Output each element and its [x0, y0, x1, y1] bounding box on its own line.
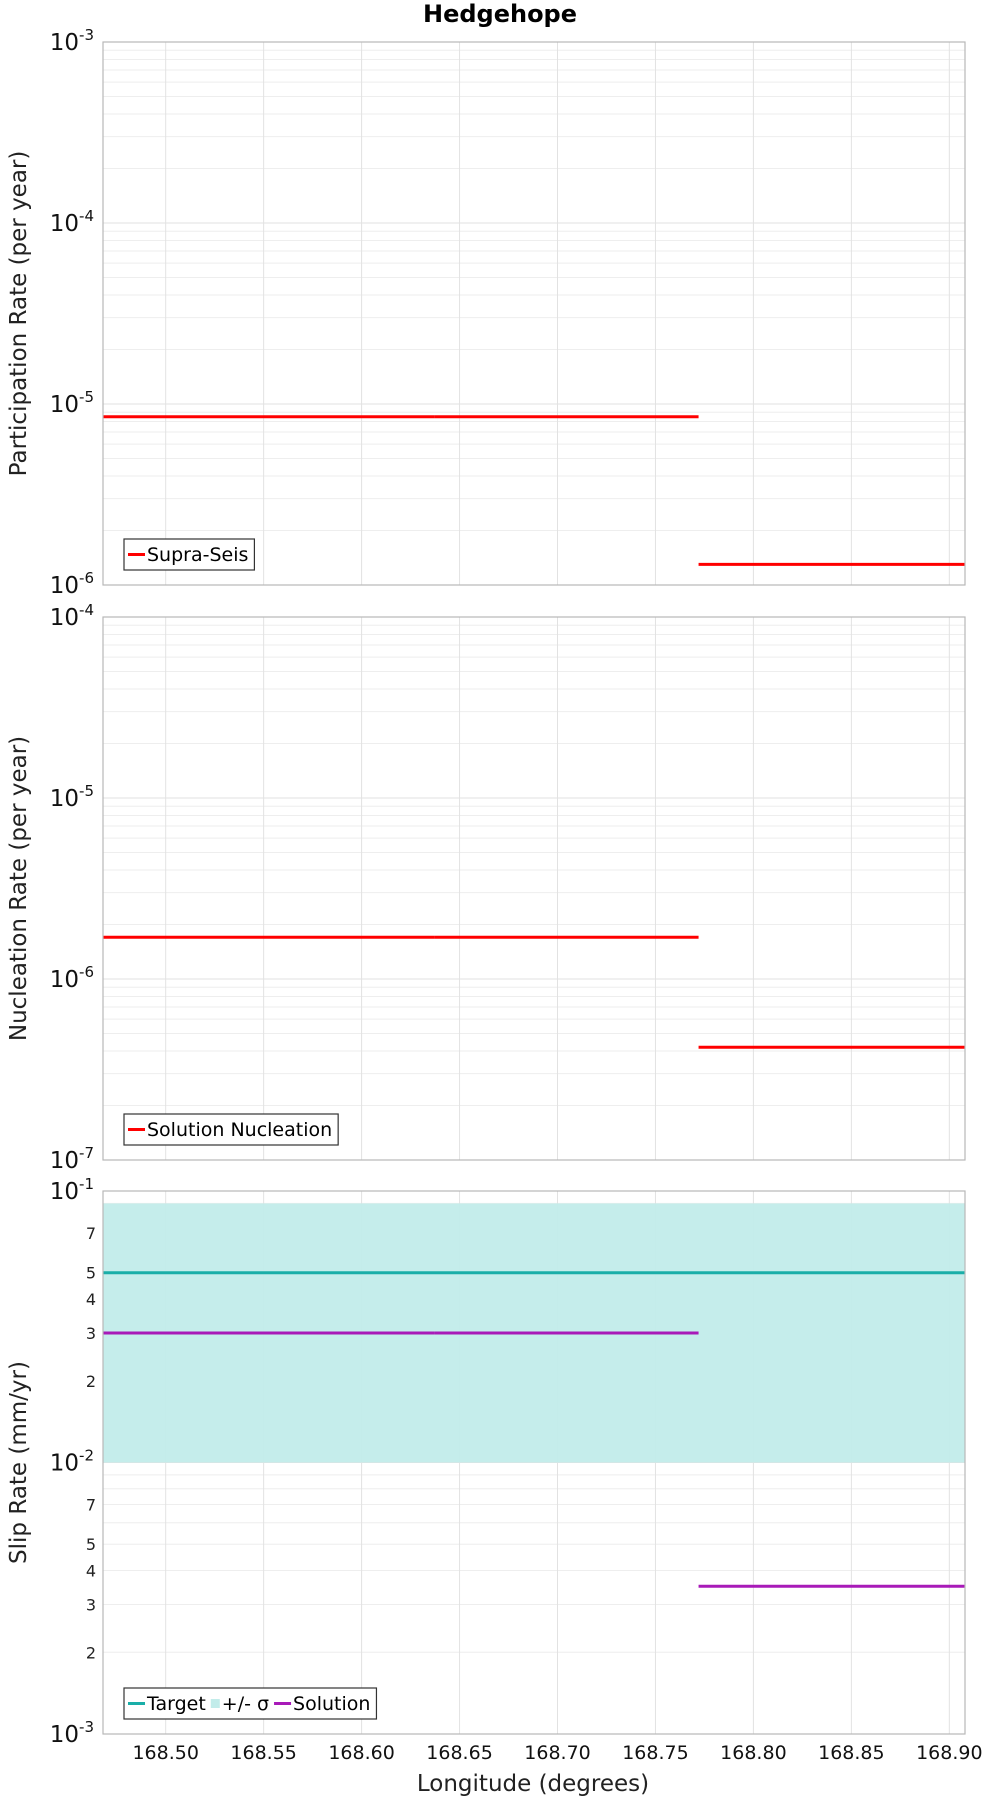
- y-minor-tick-label: 2: [86, 1372, 96, 1391]
- legend: Solution Nucleation: [123, 1113, 339, 1146]
- legend: Supra-Seis: [123, 538, 256, 571]
- legend-label: Target: [146, 1693, 206, 1715]
- panel-3: 10-1 10-2 10-3 7 5 4 3 2 7 5 4 3 2 Slip Rate (mm/yr) T…: [6, 1175, 983, 1764]
- y-tick-label: 10-1: [50, 1175, 94, 1205]
- y-tick-label: 10-3: [50, 1718, 94, 1748]
- x-axis-label: Longitude (degrees): [417, 1771, 649, 1797]
- y-minor-tick-label: 5: [86, 1535, 96, 1554]
- x-tick-label: 168.55: [230, 1742, 296, 1764]
- y-minor-tick-label: 3: [86, 1324, 96, 1343]
- legend-box: [123, 538, 256, 571]
- y-tick-label: 10-2: [50, 1447, 94, 1477]
- y-tick-label: 10-3: [50, 26, 94, 56]
- legend-box: [123, 1113, 339, 1146]
- y-minor-tick-label: 5: [86, 1264, 96, 1283]
- x-tick-label: 168.80: [720, 1742, 786, 1764]
- y-minor-tick-label: 3: [86, 1595, 96, 1614]
- chart-title: Hedgehope: [423, 0, 577, 28]
- panel-1: 10-3 10-4 10-5 10-6 Participation Rate (per …: [6, 26, 966, 599]
- y-tick-label: 10-7: [50, 1144, 94, 1174]
- x-tick-label: 168.50: [132, 1742, 198, 1764]
- y-axis-label: Nucleation Rate (per year): [6, 736, 32, 1041]
- y-axis-label: Participation Rate (per year): [6, 151, 32, 477]
- y-tick-label: 10-6: [50, 569, 94, 599]
- y-tick-label: 10-5: [50, 388, 94, 418]
- legend-label: Solution: [293, 1693, 370, 1715]
- legend-label: Supra-Seis: [147, 544, 248, 566]
- y-tick-label: 10-4: [50, 601, 94, 631]
- y-minor-tick-label: 4: [86, 1290, 96, 1309]
- legend: Target +/- σ Solution: [123, 1687, 378, 1720]
- y-axis-label: Slip Rate (mm/yr): [6, 1361, 32, 1564]
- panel-2: 10-4 10-5 10-6 10-7 Nucleation Rate (per yea…: [6, 601, 966, 1174]
- y-minor-tick-label: 4: [86, 1562, 96, 1581]
- legend-swatch: [210, 1699, 220, 1708]
- x-tick-label: 168.90: [916, 1742, 982, 1764]
- legend-label: +/- σ: [222, 1693, 269, 1715]
- plot-frame: [102, 616, 966, 1161]
- plot-frame: [102, 1190, 966, 1735]
- x-tick-label: 168.60: [328, 1742, 394, 1764]
- x-tick-label: 168.85: [818, 1742, 884, 1764]
- y-tick-label: 10-6: [50, 963, 94, 993]
- y-minor-tick-label: 2: [86, 1643, 96, 1662]
- legend-label: Solution Nucleation: [147, 1119, 332, 1141]
- y-minor-tick-label: 7: [86, 1496, 96, 1515]
- y-minor-tick-label: 7: [86, 1224, 96, 1243]
- x-tick-label: 168.70: [524, 1742, 590, 1764]
- legend-box: [123, 1687, 378, 1720]
- y-tick-label: 10-4: [50, 207, 94, 237]
- y-tick-label: 10-5: [50, 782, 94, 812]
- x-tick-label: 168.65: [426, 1742, 492, 1764]
- plot-frame: [102, 41, 966, 586]
- x-tick-label: 168.75: [622, 1742, 688, 1764]
